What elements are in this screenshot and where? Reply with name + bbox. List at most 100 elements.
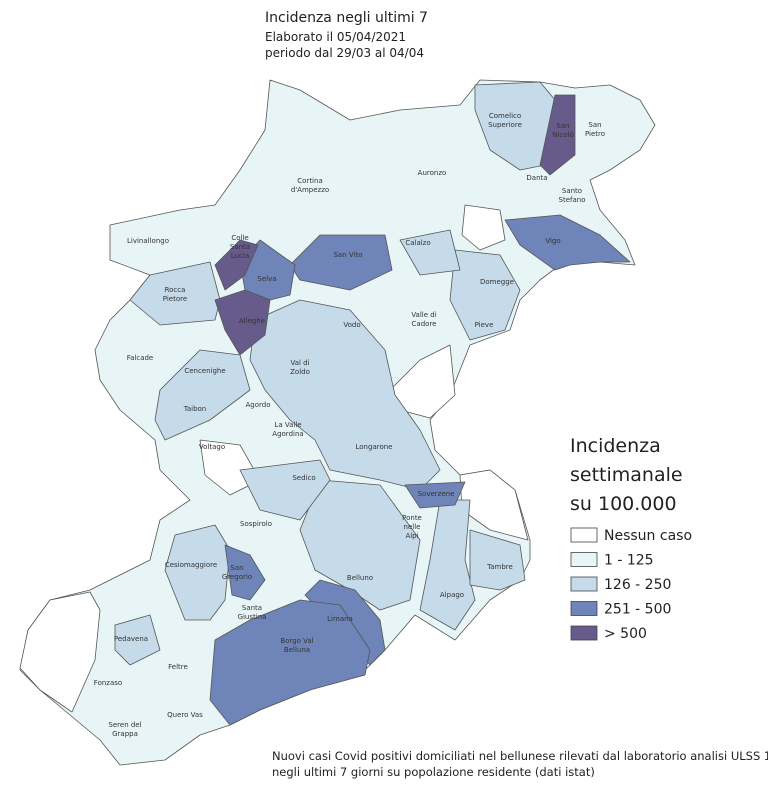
legend-title: su 100.000 [570,493,677,515]
region [114,614,161,666]
municipality-label: Cortina [297,177,322,185]
municipality-label: Colle [231,234,248,242]
municipality-label: d'Ampezzo [291,186,329,194]
municipality-label: Stefano [559,196,586,204]
municipality-label: Pieve [475,321,494,329]
municipality-label: La Valle [274,421,301,429]
period: periodo dal 29/03 al 04/04 [265,46,424,60]
municipality-label: Limana [327,615,353,623]
municipality-label: Cencenighe [184,367,225,375]
region [461,204,506,251]
municipality-label: Alleghe [239,317,265,325]
municipality-label: Alpago [440,591,464,599]
municipality-label: Santa [242,604,262,612]
legend-swatch [570,601,598,616]
municipality-label: Auronzo [418,169,447,177]
legend: Nessun caso 1 - 125 126 - 250 251 - 500 > 50… [570,527,692,642]
legend-swatch [570,576,598,592]
municipality-label: Danta [526,174,547,182]
municipality-label: Taibon [183,405,207,413]
region [474,81,556,171]
municipality-label: Lucia [231,252,249,260]
municipality-label: Quero Vas [167,711,203,719]
region [449,249,521,341]
municipality-label: Vodo [343,321,360,329]
municipality-label: Ponte [402,514,422,522]
municipality-label: Sedico [292,474,315,482]
municipality-label: Tambre [486,563,513,571]
municipality-label: Cadore [412,320,437,328]
municipality-label: Belluno [347,574,373,582]
legend-swatch [570,625,598,641]
municipality-label: Selva [257,275,276,283]
municipality-label: Giustina [238,613,267,621]
municipality-label: Val di [290,359,309,367]
municipality-label: Belluna [284,646,310,654]
region [154,349,251,441]
municipality-label: Grappa [112,730,138,738]
legend-label: Nessun caso [604,528,692,544]
municipality-label: Feltre [168,663,188,671]
municipality-label: San Vito [333,251,362,259]
municipality-label: Pedavena [114,635,148,643]
municipality-label: Fonzaso [94,679,122,687]
municipality-label: Alpi [405,532,418,540]
legend-swatch [570,527,598,543]
region [299,479,421,611]
municipality-label: Falcade [127,354,154,362]
region [214,239,259,291]
municipality-label: Pietore [163,295,187,303]
region [19,591,101,713]
legend-label: 1 - 125 [604,553,654,569]
title: Incidenza negli ultimi 7 [265,10,428,26]
municipality-label: Rocca [165,286,186,294]
legend-title: Incidenza [570,435,661,457]
municipality-label: Livinallongo [127,237,169,245]
municipality-label: Nicolò [552,131,574,139]
region [419,499,476,631]
municipality-label: Zoldo [290,368,310,376]
municipality-label: Longarone [356,443,393,451]
region [164,524,231,621]
municipality-label: San [230,564,243,572]
legend-swatch [570,552,598,567]
municipality-label: Vigo [545,237,560,245]
legend-label: 126 - 250 [604,577,671,593]
region [199,439,261,496]
region [239,459,331,521]
municipality-label: Cesiomaggiore [165,561,217,569]
legend-label: 251 - 500 [604,602,671,618]
region [289,234,393,291]
footer: negli ultimi 7 giorni su popolazione res… [272,765,595,779]
region [469,529,526,591]
elaborated: Elaborato il 05/04/2021 [265,30,406,44]
municipality-label: Borgo Val [280,637,313,645]
municipality-label: Calalzo [405,239,430,247]
municipality-label: Gregorio [222,573,252,581]
municipality-label: Pietro [585,130,605,138]
region [209,599,371,726]
municipality-label: Valle di [411,311,436,319]
municipality-label: Soverzene [418,490,455,498]
municipality-label: San [588,121,601,129]
municipality-label: Sospirolo [240,520,272,528]
region [404,481,466,509]
municipality-label: Seren del [108,721,141,729]
municipality-label: nelle [404,523,421,531]
region [214,289,271,356]
municipality-label: Superiore [488,121,522,129]
legend-title: settimanale [570,464,683,486]
municipality-label: San [556,122,569,130]
municipality-label: Santo [562,187,582,195]
municipality-label: Domegge [480,278,514,286]
region [399,229,461,276]
municipality-label: Voltago [199,443,225,451]
municipality-label: Santa [230,243,250,251]
municipality-label: Agordina [272,430,303,438]
region [504,214,631,271]
region [539,94,576,176]
municipality-label: Comelico [489,112,521,120]
legend-label: > 500 [604,626,647,642]
